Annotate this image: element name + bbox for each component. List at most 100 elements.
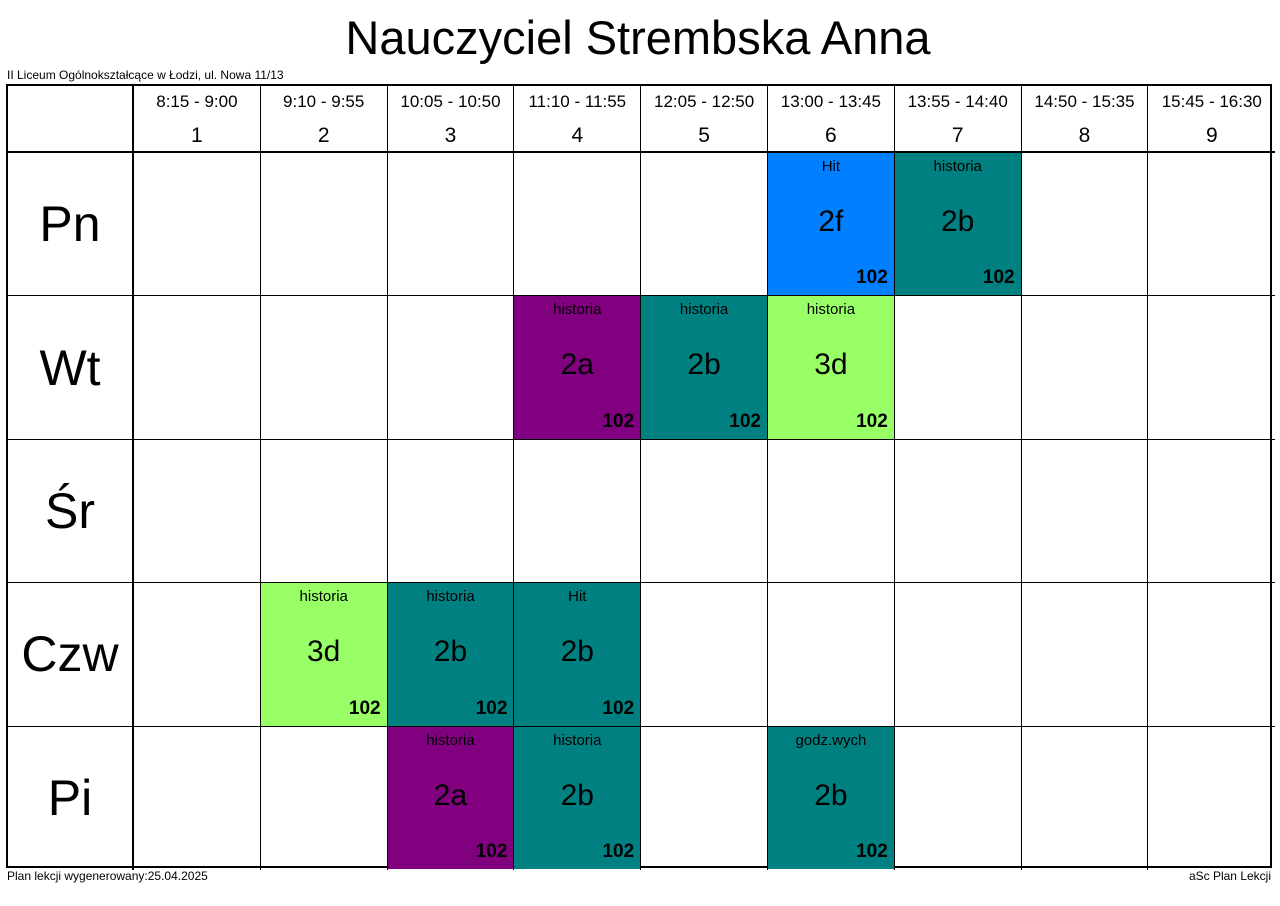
timetable-grid: 8:15 - 9:00 1 9:10 - 9:55 2 10:05 - 10:50 3 11… bbox=[6, 84, 1276, 870]
timetable-cell bbox=[768, 583, 895, 727]
timetable-cell bbox=[641, 153, 768, 297]
lesson-subject: godz.wych bbox=[795, 731, 867, 749]
timetable-cell bbox=[641, 583, 768, 727]
lesson-card[interactable]: godz.wych 2b 102 bbox=[768, 726, 894, 869]
period-header: 10:05 - 10:50 3 bbox=[387, 86, 515, 153]
period-header: 13:00 - 13:45 6 bbox=[768, 86, 895, 153]
timetable-cell bbox=[768, 153, 895, 297]
lesson-subject: historia bbox=[553, 301, 602, 319]
period-time: 11:10 - 11:55 bbox=[528, 92, 627, 111]
lesson-card[interactable]: historia 2b 102 bbox=[641, 296, 767, 439]
lesson-room: 102 bbox=[856, 840, 888, 862]
lesson-class: 2b bbox=[941, 205, 975, 238]
lesson-card[interactable]: historia 2a 102 bbox=[387, 726, 514, 869]
timetable-cell bbox=[895, 726, 1022, 870]
lesson-room: 102 bbox=[475, 840, 508, 862]
timetable-cell bbox=[894, 153, 1022, 297]
timetable-cell bbox=[894, 296, 1022, 440]
period-time: 10:05 - 10:50 bbox=[400, 92, 501, 111]
lesson-room: 102 bbox=[475, 697, 508, 719]
lesson-card[interactable]: Hit 2b 102 bbox=[514, 583, 641, 726]
period-header: 14:50 - 15:35 8 bbox=[1021, 86, 1149, 153]
day-header: Czw bbox=[8, 583, 134, 727]
timetable-cell bbox=[134, 296, 261, 440]
day-label: Śr bbox=[45, 482, 95, 539]
timetable-cell bbox=[768, 726, 895, 870]
lesson-card[interactable]: historia 3d 102 bbox=[768, 296, 894, 439]
day-label: Pi bbox=[47, 770, 93, 827]
period-time: 14:50 - 15:35 bbox=[1034, 92, 1135, 111]
period-number: 4 bbox=[571, 124, 584, 147]
period-header: 15:45 - 16:30 9 bbox=[1148, 86, 1276, 153]
timetable-cell bbox=[1148, 727, 1275, 870]
lesson-card[interactable]: historia 2b 102 bbox=[387, 583, 514, 726]
period-number: 1 bbox=[191, 124, 203, 147]
lesson-class: 2b bbox=[814, 778, 848, 812]
period-header: 8:15 - 9:00 1 bbox=[134, 86, 261, 153]
lesson-room: 102 bbox=[348, 697, 381, 719]
period-time: 13:00 - 13:45 bbox=[780, 92, 881, 111]
period-number: 6 bbox=[825, 124, 837, 147]
corner-cell bbox=[8, 86, 134, 153]
lesson-card[interactable]: historia 2b 102 bbox=[514, 726, 641, 869]
lesson-class: 2b bbox=[433, 635, 468, 669]
lesson-class: 3d bbox=[307, 635, 341, 669]
lesson-class: 2a bbox=[433, 778, 468, 812]
lesson-card[interactable]: historia 3d 102 bbox=[260, 583, 387, 726]
timetable-cell bbox=[641, 726, 768, 870]
timetable-cell bbox=[134, 726, 261, 870]
timetable-cell bbox=[1022, 726, 1149, 870]
lesson-card[interactable]: historia 2a 102 bbox=[514, 296, 641, 439]
generated-date: Plan lekcji wygenerowany:25.04.2025 bbox=[7, 869, 208, 883]
lesson-class: 2b bbox=[687, 348, 721, 382]
lesson-subject: Hit bbox=[821, 158, 841, 175]
page-title: Nauczyciel Strembska Anna bbox=[345, 11, 931, 64]
lesson-subject: Hit bbox=[568, 588, 587, 606]
day-label: Czw bbox=[21, 626, 119, 683]
timetable-cell bbox=[514, 153, 642, 297]
lesson-card[interactable]: historia 2b 102 bbox=[894, 153, 1021, 296]
period-time: 9:10 - 9:55 bbox=[283, 92, 365, 111]
lesson-class: 2f bbox=[818, 205, 844, 238]
lesson-class: 2a bbox=[560, 348, 594, 382]
app-credit: aSc Plan Lekcji bbox=[1188, 869, 1271, 883]
timetable-cell bbox=[1021, 296, 1149, 440]
timetable-cell bbox=[894, 439, 1022, 584]
lesson-subject: historia bbox=[806, 301, 856, 319]
timetable-cell bbox=[387, 583, 515, 727]
timetable-cell bbox=[1148, 296, 1276, 440]
timetable-cell bbox=[134, 583, 261, 727]
period-header: 11:10 - 11:55 4 bbox=[514, 86, 642, 153]
lesson-subject: historia bbox=[426, 731, 475, 749]
lesson-subject: historia bbox=[299, 588, 348, 606]
lesson-room: 102 bbox=[602, 840, 635, 862]
timetable-cell bbox=[1148, 440, 1276, 584]
lesson-card[interactable]: Hit 2f 102 bbox=[768, 153, 894, 296]
period-number: 3 bbox=[444, 124, 457, 147]
timetable-cell bbox=[260, 296, 388, 440]
timetable-cell bbox=[641, 439, 768, 584]
timetable-cell bbox=[514, 296, 642, 440]
day-label: Wt bbox=[39, 339, 101, 396]
day-header: Śr bbox=[8, 439, 134, 584]
timetable-cell bbox=[514, 439, 642, 584]
period-time: 12:05 - 12:50 bbox=[653, 92, 755, 111]
period-time: 13:55 - 14:40 bbox=[907, 92, 1008, 111]
period-number: 2 bbox=[317, 124, 330, 147]
timetable-cell bbox=[1148, 583, 1276, 727]
lesson-room: 102 bbox=[729, 410, 761, 432]
lesson-room: 102 bbox=[856, 410, 888, 432]
day-header: Wt bbox=[8, 296, 134, 440]
timetable-cell bbox=[260, 153, 388, 297]
lesson-class: 2b bbox=[560, 778, 594, 812]
period-time: 15:45 - 16:30 bbox=[1161, 92, 1262, 111]
lesson-subject: historia bbox=[679, 301, 729, 319]
timetable-cell bbox=[514, 726, 642, 870]
lesson-room: 102 bbox=[982, 267, 1015, 289]
timetable-cell bbox=[134, 153, 261, 297]
timetable-cell bbox=[388, 726, 515, 870]
timetable-cell bbox=[261, 726, 388, 870]
lesson-class: 3d bbox=[814, 348, 848, 382]
lesson-room: 102 bbox=[856, 267, 888, 289]
timetable-cell bbox=[1021, 153, 1149, 297]
